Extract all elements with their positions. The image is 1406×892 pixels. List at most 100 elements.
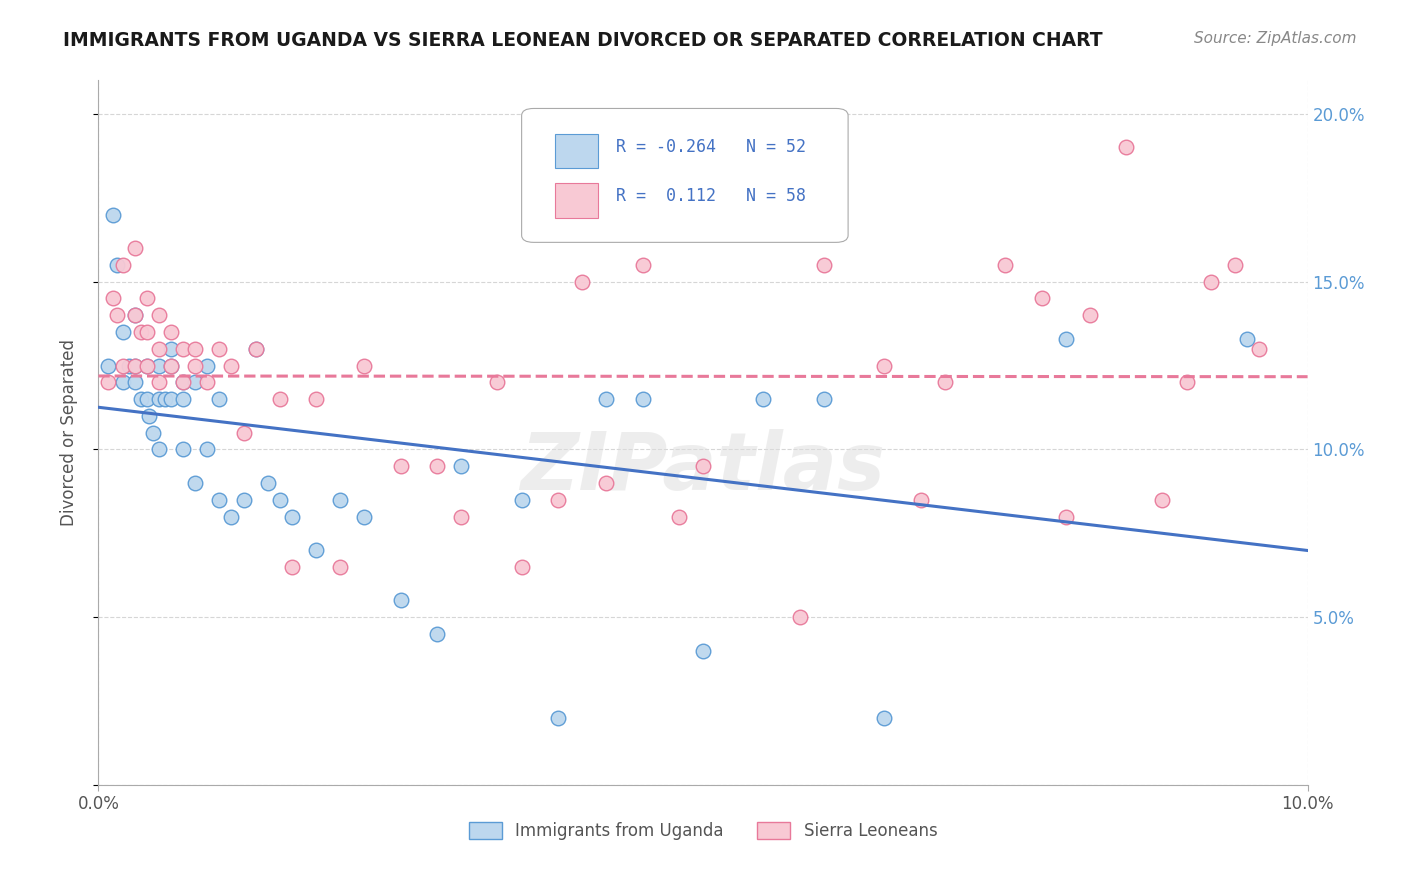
- Point: [873, 711, 896, 725]
- Point: [281, 559, 304, 574]
- Point: [208, 342, 231, 356]
- Point: [195, 376, 218, 390]
- Point: [148, 308, 170, 322]
- Point: [426, 627, 449, 641]
- Point: [752, 392, 775, 406]
- Point: [910, 492, 932, 507]
- Y-axis label: Divorced or Separated: Divorced or Separated: [59, 339, 77, 526]
- Point: [1054, 332, 1077, 346]
- Point: [752, 207, 775, 221]
- Point: [124, 308, 146, 322]
- Point: [135, 292, 157, 306]
- Point: [1152, 492, 1174, 507]
- Point: [148, 359, 170, 373]
- Point: [172, 392, 194, 406]
- Point: [124, 359, 146, 373]
- Point: [135, 392, 157, 406]
- Point: [510, 559, 533, 574]
- Point: [160, 392, 183, 406]
- FancyBboxPatch shape: [522, 109, 848, 243]
- Point: [256, 475, 278, 490]
- Point: [97, 359, 120, 373]
- Text: ZIPatlas: ZIPatlas: [520, 429, 886, 507]
- Point: [692, 459, 714, 474]
- Point: [631, 258, 654, 272]
- Point: [450, 459, 472, 474]
- Text: IMMIGRANTS FROM UGANDA VS SIERRA LEONEAN DIVORCED OR SEPARATED CORRELATION CHART: IMMIGRANTS FROM UGANDA VS SIERRA LEONEAN…: [63, 31, 1102, 50]
- Point: [160, 342, 183, 356]
- Point: [1175, 376, 1198, 390]
- Point: [934, 376, 956, 390]
- Legend: Immigrants from Uganda, Sierra Leoneans: Immigrants from Uganda, Sierra Leoneans: [463, 815, 943, 847]
- Point: [281, 509, 304, 524]
- Point: [101, 207, 124, 221]
- Point: [184, 342, 207, 356]
- Point: [813, 258, 835, 272]
- Point: [450, 509, 472, 524]
- Point: [1031, 292, 1053, 306]
- Point: [135, 359, 157, 373]
- Point: [129, 392, 152, 406]
- Point: [631, 392, 654, 406]
- Point: [1199, 275, 1222, 289]
- Point: [486, 376, 509, 390]
- Point: [172, 442, 194, 457]
- Point: [111, 376, 134, 390]
- Point: [172, 342, 194, 356]
- Point: [221, 509, 243, 524]
- Point: [510, 492, 533, 507]
- Point: [232, 492, 254, 507]
- Point: [124, 308, 146, 322]
- Point: [148, 442, 170, 457]
- Point: [160, 325, 183, 339]
- Point: [184, 359, 207, 373]
- Point: [129, 325, 152, 339]
- Point: [1115, 140, 1137, 154]
- Point: [595, 475, 617, 490]
- Point: [389, 459, 412, 474]
- Point: [172, 376, 194, 390]
- Point: [97, 376, 120, 390]
- Point: [269, 392, 291, 406]
- Point: [245, 342, 267, 356]
- Point: [148, 342, 170, 356]
- Point: [124, 241, 146, 255]
- Point: [426, 459, 449, 474]
- Point: [1223, 258, 1246, 272]
- Point: [789, 610, 811, 624]
- Point: [305, 543, 328, 558]
- Point: [184, 475, 207, 490]
- Point: [692, 644, 714, 658]
- Point: [135, 325, 157, 339]
- Point: [813, 392, 835, 406]
- Point: [1249, 342, 1271, 356]
- Point: [329, 559, 352, 574]
- Point: [124, 359, 146, 373]
- Point: [138, 409, 160, 423]
- Point: [153, 392, 176, 406]
- Point: [595, 392, 617, 406]
- Text: R = -0.264   N = 52: R = -0.264 N = 52: [616, 137, 806, 155]
- Point: [1078, 308, 1101, 322]
- Point: [329, 492, 352, 507]
- Point: [135, 359, 157, 373]
- Point: [160, 359, 183, 373]
- Point: [101, 292, 124, 306]
- Point: [118, 359, 141, 373]
- Point: [668, 509, 690, 524]
- Text: R =  0.112   N = 58: R = 0.112 N = 58: [616, 186, 806, 205]
- Point: [142, 425, 165, 440]
- Point: [353, 509, 375, 524]
- Point: [208, 492, 231, 507]
- Point: [208, 392, 231, 406]
- Point: [305, 392, 328, 406]
- Point: [105, 258, 128, 272]
- Point: [1054, 509, 1077, 524]
- Text: Source: ZipAtlas.com: Source: ZipAtlas.com: [1194, 31, 1357, 46]
- Point: [111, 258, 134, 272]
- Point: [172, 376, 194, 390]
- Point: [269, 492, 291, 507]
- Point: [184, 376, 207, 390]
- Point: [547, 711, 569, 725]
- Point: [195, 359, 218, 373]
